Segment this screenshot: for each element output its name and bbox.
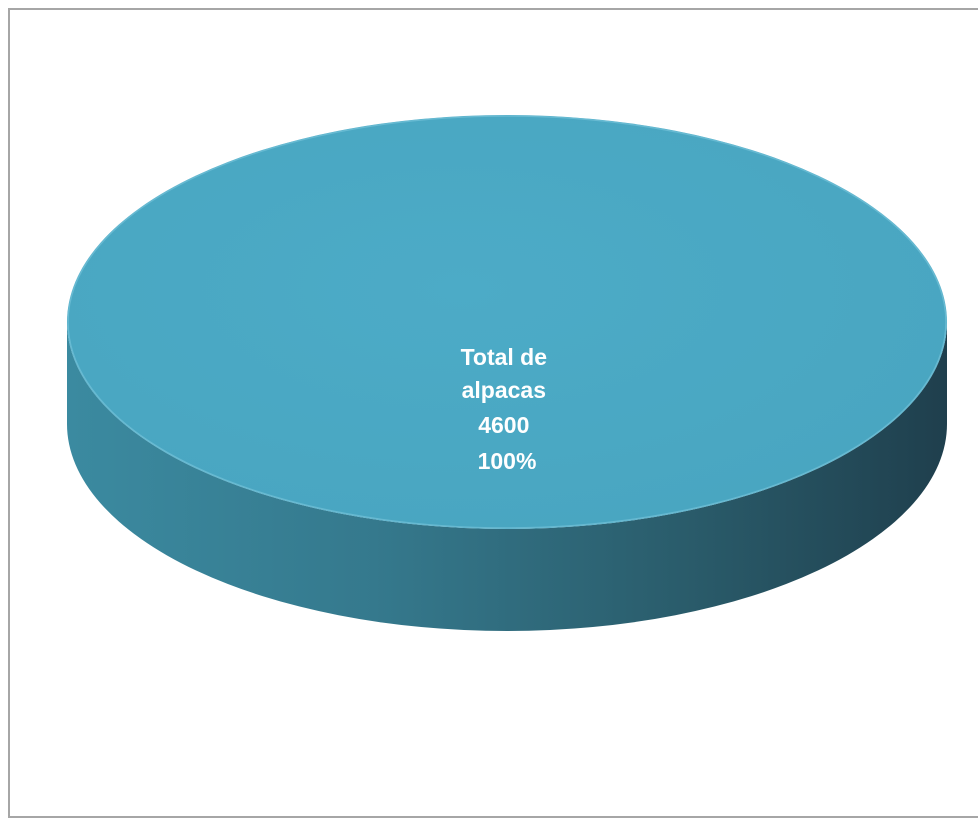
slice-label-line-1: Total de [461,344,547,370]
slice-label-line-2: alpacas [462,377,546,403]
pie-chart: Total de alpacas 4600 100% [67,115,947,631]
slice-label-line-3: 4600 [478,412,529,438]
pie-slice-edge-0 [67,115,947,529]
pie-plot-area [67,115,947,631]
pie-slice-0 [67,115,947,529]
slice-data-label: Total de alpacas 4600 100% [461,344,554,474]
pie-slice-side-0 [67,322,947,631]
slice-label-line-4: 100% [478,448,537,474]
